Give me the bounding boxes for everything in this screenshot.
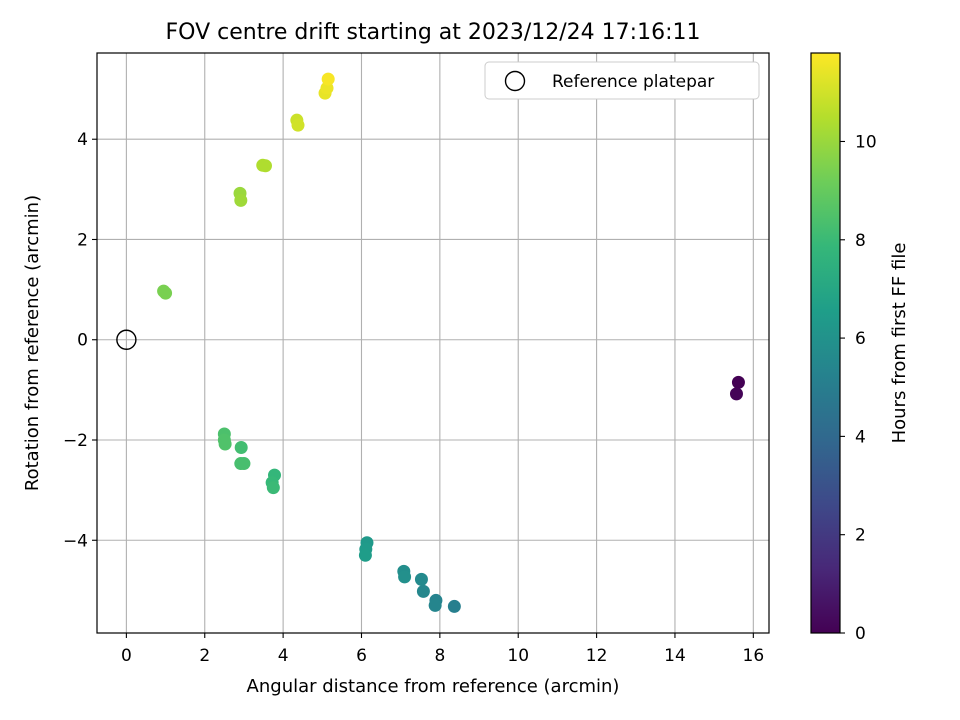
x-tick-label: 16: [743, 646, 765, 666]
data-point: [729, 387, 743, 401]
data-point: [447, 599, 461, 613]
data-point: [234, 193, 248, 207]
data-point: [159, 286, 173, 300]
y-tick-label: 2: [77, 230, 88, 250]
colorbar-tick-label: 0: [855, 624, 866, 644]
data-point: [234, 441, 248, 455]
y-axis: −4 −2 0 2 4: [63, 130, 97, 551]
colorbar-tick-label: 4: [855, 427, 866, 447]
plot-frame: [96, 52, 770, 634]
colorbar-gradient: [810, 52, 841, 634]
x-tick-label: 8: [434, 646, 445, 666]
legend: Reference platepar: [484, 61, 760, 100]
x-tick-label: 14: [664, 646, 686, 666]
x-tick-label: 10: [507, 646, 529, 666]
grid: [97, 53, 769, 633]
data-point: [414, 572, 428, 586]
x-tick-label: 4: [278, 646, 289, 666]
y-tick-label: 0: [77, 331, 88, 351]
data-point: [731, 375, 745, 389]
colorbar-tick-label: 8: [855, 231, 866, 251]
data-point: [291, 118, 305, 132]
reference-point: [116, 329, 137, 350]
y-tick-label: −4: [63, 531, 88, 551]
x-axis-label: Angular distance from reference (arcmin): [247, 676, 620, 697]
plot-area: [97, 53, 769, 633]
legend-entry-reference: Reference platepar: [552, 72, 714, 92]
data-point: [258, 159, 272, 173]
y-tick-label: −2: [63, 431, 88, 451]
colorbar-tick-label: 10: [855, 132, 877, 152]
colorbar-tick-label: 2: [855, 526, 866, 546]
reference-marker: [116, 329, 137, 350]
x-axis: 0 2 4 6 8 10 12 14 16: [121, 633, 764, 666]
colorbar-tick-label: 6: [855, 329, 866, 349]
x-tick-label: 2: [199, 646, 210, 666]
colorbar: 0 2 4 6 8 10 Hours from first FF file: [810, 52, 910, 644]
colorbar-ticks: 0 2 4 6 8 10: [840, 132, 877, 644]
chart-title: FOV centre drift starting at 2023/12/24 …: [166, 20, 701, 45]
data-point: [218, 437, 232, 451]
data-point: [358, 548, 372, 562]
x-tick-label: 12: [586, 646, 608, 666]
data-points: [157, 72, 745, 613]
data-point: [416, 584, 430, 598]
y-tick-label: 4: [77, 130, 88, 150]
data-point: [321, 72, 335, 86]
colorbar-label: Hours from first FF file: [889, 243, 910, 444]
x-tick-label: 6: [356, 646, 367, 666]
data-point: [266, 481, 280, 495]
data-point: [237, 457, 251, 471]
legend-box: [484, 61, 760, 100]
data-point: [428, 598, 442, 612]
data-point: [398, 570, 412, 584]
x-tick-label: 0: [121, 646, 132, 666]
legend-marker-reference: [504, 70, 526, 92]
y-axis-label: Rotation from reference (arcmin): [22, 195, 43, 491]
